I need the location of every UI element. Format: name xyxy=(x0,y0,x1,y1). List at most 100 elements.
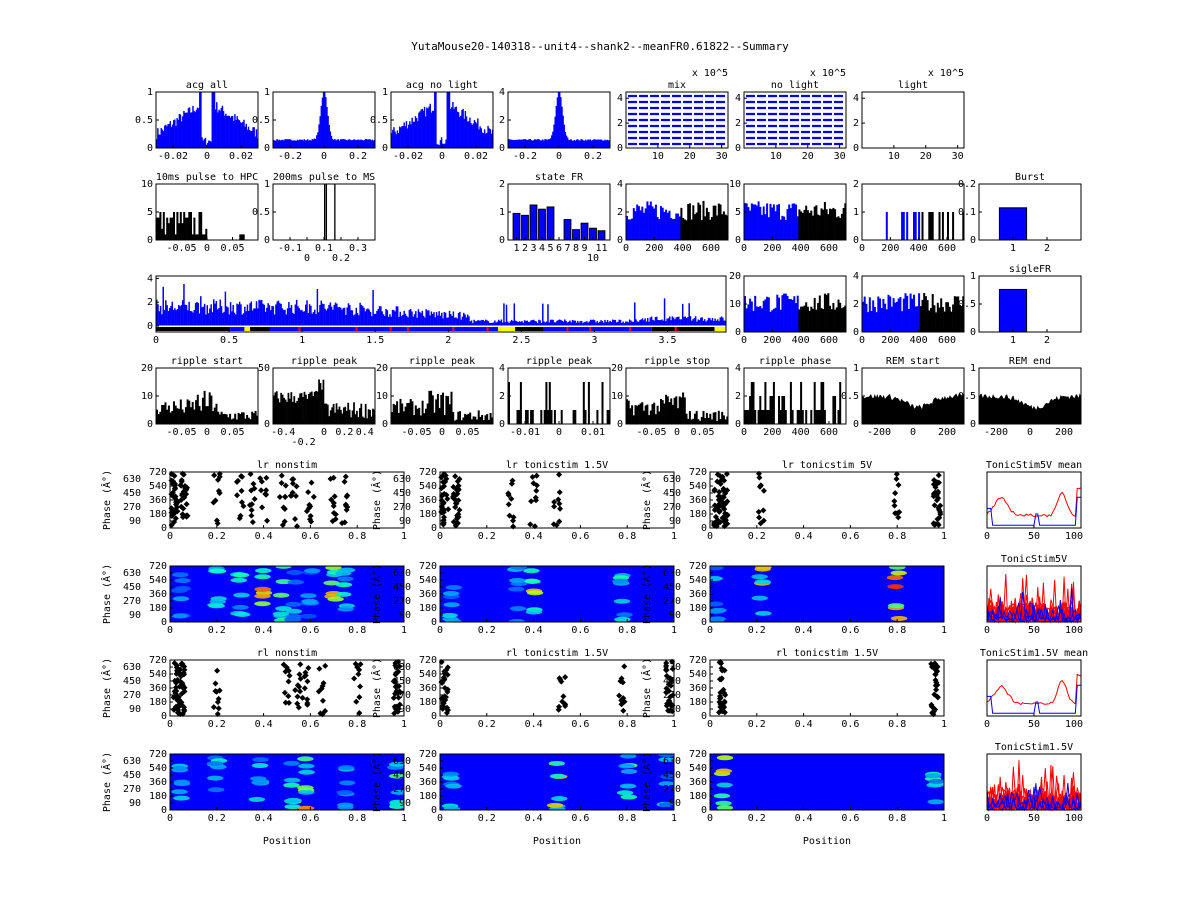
bar-ripple_stop xyxy=(675,396,678,424)
y-tick-label: 540 xyxy=(419,763,437,774)
bar-acg_nolight xyxy=(485,133,487,148)
scatter-point xyxy=(264,517,271,524)
scatter-point xyxy=(893,471,900,478)
x-tick-label: 0.2 xyxy=(748,719,766,730)
bar-acg_nolight_wide xyxy=(571,140,573,148)
bar-acg_nolight xyxy=(417,121,419,148)
heatmap-spot xyxy=(208,603,225,609)
scatter-point xyxy=(304,696,311,703)
bar-ripple_stop xyxy=(639,403,642,424)
scatter-point xyxy=(285,693,292,700)
bar-ripple_phase xyxy=(778,396,780,424)
bar-fr_time xyxy=(299,310,302,327)
x-tick-label: 0 xyxy=(556,151,562,162)
bar-burst xyxy=(998,207,1028,241)
bar-ripple_start xyxy=(190,407,192,424)
bar-isi_mix xyxy=(678,216,681,240)
x-tick-label: -0.05 xyxy=(401,427,431,438)
bar-isi_mix xyxy=(653,208,656,240)
heatmap-spot xyxy=(710,566,724,571)
bar-acg_200 xyxy=(361,140,363,148)
bar-ripple_peak1 xyxy=(321,389,323,424)
y-tick-label: 4 xyxy=(735,363,741,374)
bar-fr_time xyxy=(718,321,720,327)
x-tick-label: 9 xyxy=(581,243,587,254)
heatmap-spot xyxy=(275,566,292,569)
bar-ripple_start xyxy=(161,405,164,424)
scatter-point xyxy=(442,478,449,485)
y-tick-label: 0 xyxy=(617,419,623,430)
heatmap-spot xyxy=(297,785,314,791)
y-tick-label: 720 xyxy=(149,749,167,760)
bar-isi_nolight xyxy=(771,207,774,240)
x-tick-label: 400 xyxy=(792,243,810,254)
heatmap-bg xyxy=(710,754,944,810)
bar-ripple_peak1 xyxy=(273,395,275,424)
x-tick-label: 20 xyxy=(802,151,814,162)
scatter-point xyxy=(391,710,398,717)
bar-ripple_stop xyxy=(690,419,693,424)
heatmap-spot xyxy=(928,778,944,784)
scatter-point xyxy=(721,698,728,705)
bar-acg_200 xyxy=(317,132,319,148)
bar-fr_time xyxy=(260,299,263,327)
scatter-point xyxy=(392,679,399,686)
bar-acg_200 xyxy=(290,139,292,148)
y-tick-label: 0 xyxy=(735,235,741,246)
bar-isi_mix2 xyxy=(745,308,748,332)
bar-acg_nolight_wide xyxy=(538,139,541,148)
heatmap-spot xyxy=(250,776,267,782)
bar-ripple_peak1 xyxy=(324,403,326,424)
bar-acg_200 xyxy=(362,140,364,148)
scatter-point xyxy=(555,706,562,713)
scatter-point xyxy=(721,486,728,493)
bar-acg_all xyxy=(176,118,178,148)
heatmap-spot xyxy=(613,598,631,604)
x-tick-label: 1 xyxy=(401,625,407,636)
scatter-point xyxy=(551,503,558,510)
heatmap-spot xyxy=(208,568,225,574)
scatter-point xyxy=(178,478,185,485)
scatter-point xyxy=(303,508,310,515)
x-axis-label: Position xyxy=(263,836,311,847)
bar-fr_time xyxy=(566,322,569,327)
heatmap-spot xyxy=(660,774,674,780)
bar-acg_200 xyxy=(275,140,277,148)
bar-isi_mix2 xyxy=(808,310,811,332)
scatter-point xyxy=(663,689,670,696)
scatter-point xyxy=(181,707,188,714)
scatter-point xyxy=(933,667,940,674)
bar-fr_time xyxy=(325,310,328,327)
bar-ripple_peak2 xyxy=(453,420,456,424)
bar-fr_time xyxy=(641,318,644,327)
scatter-point xyxy=(178,503,185,510)
x-tick-label: 1 xyxy=(401,719,407,730)
bar-ripple_stop xyxy=(627,400,630,424)
scatter-point xyxy=(294,700,301,707)
bar-fr_time xyxy=(420,313,422,327)
y-tick-label: 10 xyxy=(141,391,153,402)
bar-fr_time xyxy=(701,317,703,327)
bar-pulse_hpc xyxy=(183,212,186,240)
bar-acg_nolight xyxy=(394,131,396,148)
bar-fr_time xyxy=(338,306,341,327)
scatter-point xyxy=(456,507,463,514)
y-tick-label: 90 xyxy=(129,610,141,621)
scatter-point xyxy=(508,495,515,502)
bar-acg_nolight_wide xyxy=(570,139,572,148)
bar-fr_time xyxy=(289,307,291,327)
bar-fr_time xyxy=(722,317,724,327)
scatter-point xyxy=(294,693,301,700)
bar-ripple_peak2 xyxy=(447,396,450,424)
bar-ripple_start xyxy=(157,414,160,424)
bar-acg_200 xyxy=(296,139,299,148)
bar-ripple_peak1 xyxy=(331,407,334,424)
scatter-point xyxy=(510,517,517,524)
bar-ripple_stop xyxy=(670,398,673,424)
y-tick-label: 4 xyxy=(735,93,741,104)
bar-fr_time xyxy=(312,312,315,327)
bar-fr_time xyxy=(680,319,683,327)
bar-acg_nolight xyxy=(456,111,459,148)
y-tick-label: 1 xyxy=(970,271,976,282)
heatmap-spot xyxy=(233,592,250,598)
